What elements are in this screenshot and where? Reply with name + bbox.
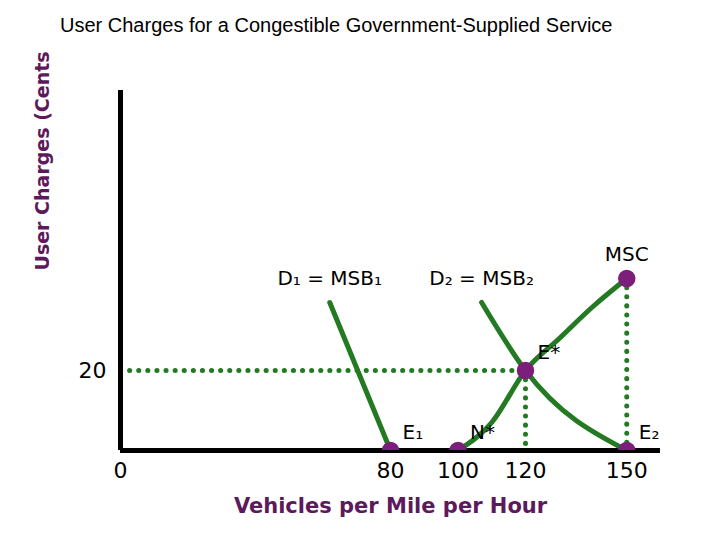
svg-text:80: 80 [377, 458, 405, 483]
svg-text:120: 120 [505, 458, 547, 483]
svg-text:0: 0 [114, 458, 128, 483]
svg-text:E*: E* [538, 340, 561, 364]
svg-text:E₁: E₁ [403, 420, 424, 444]
svg-text:E₂: E₂ [639, 420, 660, 444]
svg-text:User Charges (Cents per Mile): User Charges (Cents per Mile) [31, 50, 53, 271]
svg-text:D₂ = MSB₂: D₂ = MSB₂ [429, 266, 534, 290]
svg-text:D₁ = MSB₁: D₁ = MSB₁ [277, 266, 382, 290]
svg-text:MSC: MSC [605, 242, 649, 266]
svg-text:100: 100 [437, 458, 479, 483]
svg-text:N*: N* [470, 420, 495, 444]
svg-text:150: 150 [606, 458, 648, 483]
svg-text:Vehicles per Mile per Hour: Vehicles per Mile per Hour [234, 494, 548, 518]
svg-text:20: 20 [79, 358, 107, 383]
html-text:User Charges for a Congestible: User Charges for a Congestible Governmen… [60, 14, 613, 36]
